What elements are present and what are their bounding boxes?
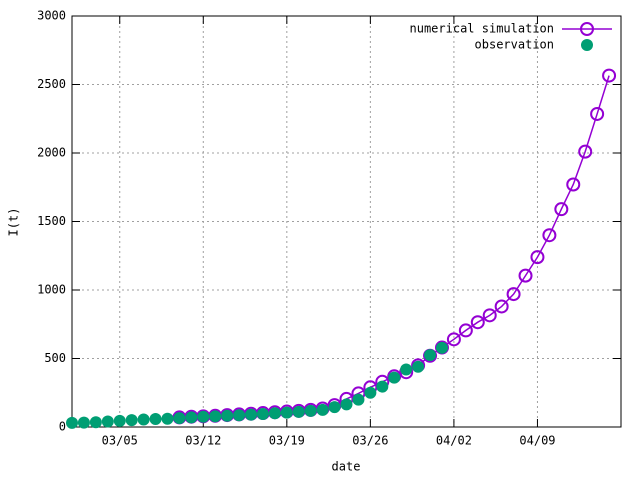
data-point xyxy=(125,414,138,427)
y-tick-label: 0 xyxy=(59,420,66,434)
data-point xyxy=(446,332,461,347)
data-point xyxy=(376,380,389,393)
data-point xyxy=(364,386,377,399)
data-point xyxy=(149,413,162,426)
legend-label: numerical simulation xyxy=(410,22,555,36)
data-point xyxy=(506,287,521,302)
data-point xyxy=(292,405,305,418)
data-point xyxy=(518,268,533,283)
legend-marker xyxy=(581,39,593,51)
data-point xyxy=(161,412,174,425)
data-point xyxy=(268,407,281,420)
data-point xyxy=(590,106,605,121)
data-point xyxy=(245,408,258,421)
data-point xyxy=(566,177,581,192)
x-tick-label: 03/05 xyxy=(102,434,138,448)
y-tick-label: 2500 xyxy=(37,77,66,91)
data-point xyxy=(542,228,557,243)
data-point xyxy=(412,360,425,373)
data-point xyxy=(388,371,401,384)
data-point xyxy=(400,363,413,376)
data-point xyxy=(304,404,317,417)
y-tick-label: 1000 xyxy=(37,283,66,297)
x-axis-label: date xyxy=(332,460,361,474)
data-point xyxy=(530,250,545,265)
y-tick-label: 500 xyxy=(44,351,66,365)
plot-frame xyxy=(71,15,622,428)
y-tick-label: 1500 xyxy=(37,214,66,228)
x-tick-label: 04/02 xyxy=(436,434,472,448)
data-point xyxy=(77,416,90,429)
data-point xyxy=(280,406,293,419)
data-point xyxy=(340,398,353,411)
x-tick-label: 04/09 xyxy=(519,434,555,448)
x-tick-label: 03/12 xyxy=(185,434,221,448)
legend-label: observation xyxy=(475,38,554,52)
data-point xyxy=(197,410,210,423)
data-point xyxy=(221,409,234,422)
legend-marker xyxy=(580,22,594,36)
data-point xyxy=(233,409,246,422)
data-point xyxy=(66,416,78,429)
data-point xyxy=(578,144,593,159)
data-point xyxy=(424,349,437,362)
data-point xyxy=(602,68,617,83)
data-point xyxy=(316,403,329,416)
y-axis-label: I(t) xyxy=(7,208,21,237)
data-point xyxy=(137,413,150,426)
data-point xyxy=(173,412,186,425)
data-point xyxy=(554,202,569,217)
data-point xyxy=(435,341,448,354)
y-tick-label: 3000 xyxy=(37,9,66,23)
x-tick-label: 03/26 xyxy=(352,434,388,448)
data-point xyxy=(89,416,102,429)
data-point xyxy=(482,308,497,323)
data-point xyxy=(352,393,365,406)
x-tick-label: 03/19 xyxy=(269,434,305,448)
data-point xyxy=(328,401,341,414)
data-point xyxy=(101,415,114,428)
data-point xyxy=(494,299,509,314)
data-point xyxy=(458,323,473,338)
data-point xyxy=(470,315,485,330)
data-point xyxy=(185,411,198,424)
y-tick-label: 2000 xyxy=(37,146,66,160)
data-point xyxy=(209,410,222,423)
data-point xyxy=(113,414,126,427)
data-point xyxy=(256,407,269,420)
